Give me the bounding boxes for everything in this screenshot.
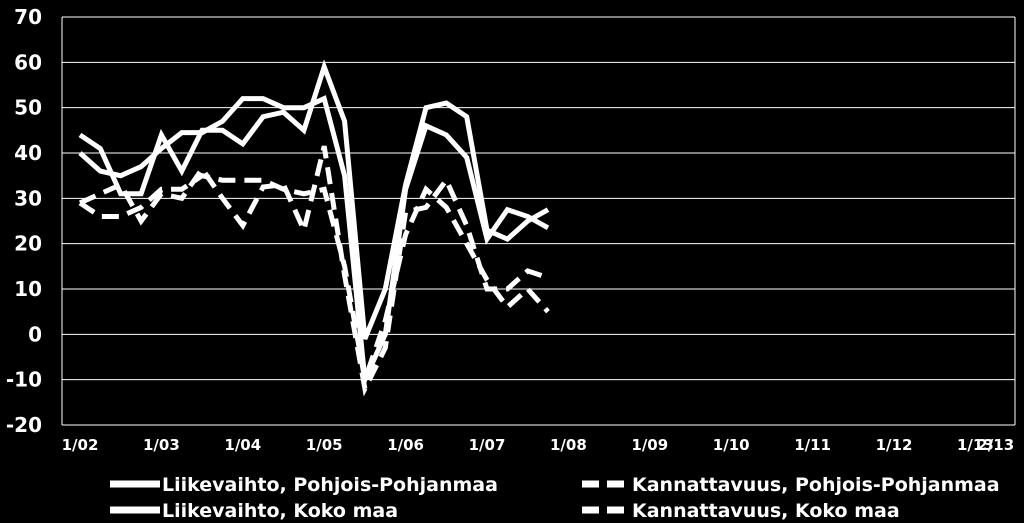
- x-tick-label: 1/12: [876, 436, 913, 454]
- y-tick-label: -10: [6, 368, 42, 392]
- series-lines: [78, 59, 550, 397]
- x-tick-label: 1/05: [306, 436, 343, 454]
- y-tick-label: -20: [6, 413, 42, 437]
- x-tick-label: 1/07: [469, 436, 506, 454]
- series-line-kannattavuus-koko-maa: [78, 173, 550, 390]
- series-line-kannattavuus-pohjois-pohjanmaa: [78, 145, 549, 397]
- legend-label-kannattavuus-koko-maa: Kannattavuus, Koko maa: [632, 500, 900, 522]
- y-tick-label: 10: [14, 277, 42, 301]
- x-tick-label: 1/02: [62, 436, 99, 454]
- gridlines: [62, 16, 1015, 426]
- y-tick-label: 50: [14, 96, 42, 120]
- series-line-liikevaihto-koko-maa: [78, 95, 550, 390]
- x-tick-label: 1/13: [957, 436, 994, 454]
- legend-label-liikevaihto-pohjois-pohjanmaa: Liikevaihto, Pohjois-Pohjanmaa: [162, 474, 498, 496]
- y-tick-label: 20: [14, 232, 42, 256]
- y-tick-label: 60: [14, 50, 42, 74]
- x-tick-label: 2/13: [977, 436, 1014, 454]
- legend-label-kannattavuus-pohjois-pohjanmaa: Kannattavuus, Pohjois-Pohjanmaa: [632, 474, 1000, 496]
- series-line-liikevaihto-pohjois-pohjanmaa: [78, 59, 550, 340]
- y-tick-label: 40: [14, 141, 42, 165]
- y-tick-label: 70: [14, 5, 42, 29]
- x-tick-label: 1/10: [713, 436, 750, 454]
- x-tick-label: 1/11: [794, 436, 831, 454]
- x-tick-label: 1/04: [224, 436, 261, 454]
- legend-label-liikevaihto-koko-maa: Liikevaihto, Koko maa: [162, 500, 398, 522]
- x-tick-label: 1/09: [631, 436, 668, 454]
- axes: 70 60 50 40 30 20 10 0 -10 -20 1/02 1/03 1/04 1/05 1/0…: [6, 5, 1016, 454]
- legend: Liikevaihto, Pohjois-Pohjanmaa Kannattav…: [110, 474, 1000, 522]
- x-tick-label: 1/08: [550, 436, 587, 454]
- y-tick-label: 0: [28, 322, 42, 346]
- x-tick-label: 1/06: [387, 436, 424, 454]
- y-tick-label: 30: [14, 186, 42, 210]
- x-tick-label: 1/03: [143, 436, 180, 454]
